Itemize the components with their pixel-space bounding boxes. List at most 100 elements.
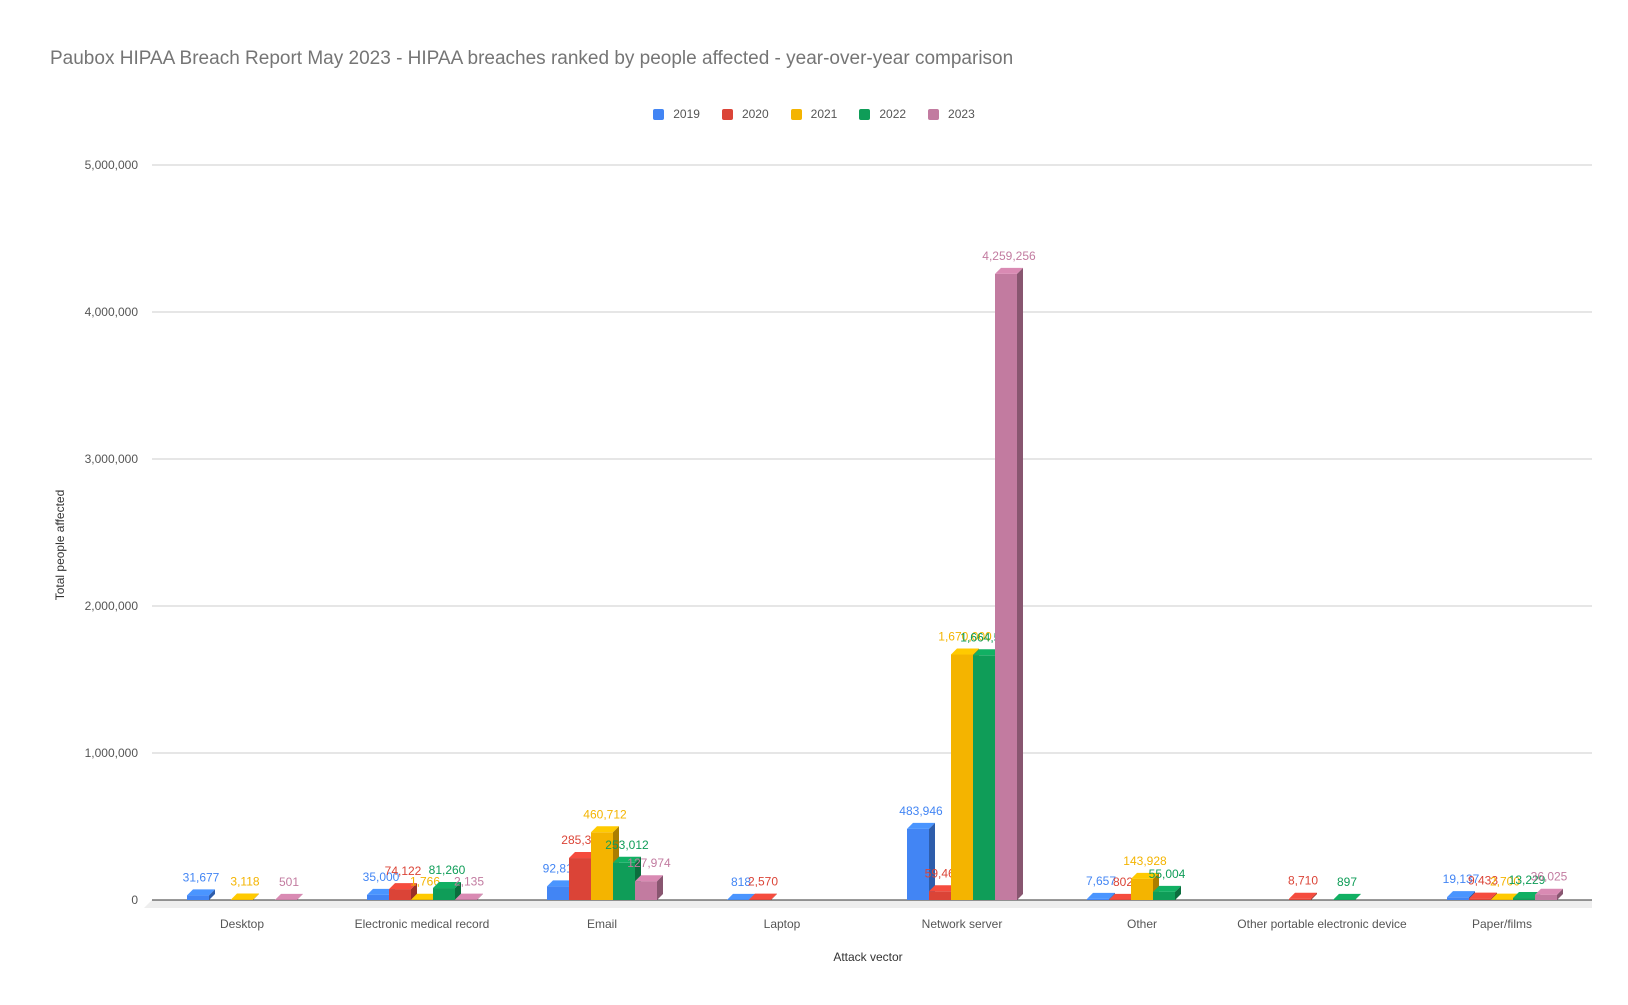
legend-label: 2023: [948, 107, 975, 121]
x-tick-label: Other portable electronic device: [1237, 917, 1407, 931]
bar-top: [973, 649, 1001, 656]
legend-swatch: [653, 108, 665, 120]
data-label: 1,670,000: [938, 630, 992, 644]
data-label: 897: [1337, 875, 1357, 889]
bar-side: [1017, 267, 1023, 900]
x-tick-label: Network server: [922, 917, 1003, 931]
legend-swatch: [859, 108, 871, 120]
data-label: 81,260: [429, 863, 466, 877]
bar-top: [1513, 892, 1541, 899]
bar-2022-paper-films: [1513, 898, 1535, 900]
bar-top: [455, 893, 483, 900]
legend-label: 2022: [879, 107, 907, 121]
bar-2022-email: [613, 862, 635, 900]
data-label: 36,025: [1531, 870, 1568, 884]
bar-top: [1491, 893, 1519, 900]
bar-2019-network-server: [907, 828, 929, 900]
bar-2020-other-portable-electronic-device: [1289, 898, 1311, 900]
x-tick-label: Paper/films: [1472, 917, 1532, 931]
bar-2020-email: [569, 858, 591, 900]
bar-top: [275, 893, 303, 900]
legend-label: 2019: [673, 107, 700, 121]
data-label: 2,700: [1490, 875, 1520, 889]
bar-side: [1311, 892, 1317, 900]
bar-top: [569, 852, 597, 859]
bar-side: [1109, 892, 1115, 900]
legend-item-2019: 2019: [653, 107, 700, 121]
bar-top: [591, 826, 619, 833]
bar-side: [253, 893, 259, 900]
bar-top: [1153, 885, 1181, 892]
data-label: 818: [731, 875, 751, 889]
bar-side: [929, 822, 935, 900]
data-label: 501: [279, 875, 299, 889]
data-label: 253,012: [605, 838, 649, 852]
data-label: 2,135: [454, 875, 484, 889]
bar-2019-paper-films: [1447, 897, 1469, 900]
bar-2021-email: [591, 832, 613, 900]
bar-side: [1557, 888, 1563, 900]
bar-2019-electronic-medical-record: [367, 894, 389, 900]
data-label: 802: [1113, 875, 1133, 889]
data-label: 3,118: [230, 875, 259, 889]
data-label: 1,766: [410, 875, 440, 889]
bar-top: [389, 883, 417, 890]
legend-swatch: [790, 108, 802, 120]
x-tick-label: Desktop: [220, 917, 264, 931]
chart-floor: [144, 900, 1592, 908]
legend-swatch: [928, 108, 940, 120]
bar-top: [1535, 888, 1563, 895]
bar-side: [209, 889, 215, 900]
bar-top: [433, 882, 461, 889]
legend-item-2023: 2023: [928, 107, 975, 121]
bar-top: [1289, 892, 1317, 899]
data-label: 143,928: [1123, 854, 1167, 868]
data-label: 35,000: [363, 870, 400, 884]
legend-swatch: [721, 108, 733, 120]
x-tick-label: Electronic medical record: [355, 917, 490, 931]
bar-top: [1087, 892, 1115, 899]
bar-2022-electronic-medical-record: [433, 888, 455, 900]
chart-legend: 2019 2020 2021 2022 2023: [0, 107, 1628, 121]
bar-side: [297, 893, 303, 900]
bar-side: [657, 875, 663, 900]
data-label: 55,004: [1149, 867, 1186, 881]
bar-top: [907, 822, 935, 829]
bar-top: [613, 856, 641, 863]
bar-top: [635, 875, 663, 882]
data-label: 31,677: [183, 870, 220, 884]
data-label: 483,946: [899, 804, 943, 818]
bar-top: [411, 893, 439, 900]
data-label: 127,974: [627, 856, 671, 870]
bar-top: [1109, 893, 1137, 900]
y-tick-label: 1,000,000: [85, 746, 139, 760]
bar-top: [749, 893, 777, 900]
legend-item-2020: 2020: [721, 107, 769, 121]
data-label: 19,137: [1443, 872, 1480, 886]
bar-top: [995, 267, 1023, 274]
x-tick-label: Email: [587, 917, 617, 931]
bar-top: [727, 893, 755, 900]
bar-top: [367, 888, 395, 895]
bar-top: [929, 885, 957, 892]
bar-top: [1131, 872, 1159, 879]
bar-2019-other: [1087, 898, 1109, 900]
bar-2021-network-server: [951, 654, 973, 900]
chart-title: Paubox HIPAA Breach Report May 2023 - HI…: [50, 48, 1014, 69]
bar-2023-email: [635, 881, 657, 900]
bar-2023-paper-films: [1535, 894, 1557, 900]
bar-2020-electronic-medical-record: [389, 889, 411, 900]
data-label: 4,259,256: [982, 249, 1036, 263]
bar-side: [1175, 885, 1181, 900]
legend-item-2022: 2022: [859, 107, 906, 121]
bar-2022-other: [1153, 891, 1175, 900]
bar-top: [547, 880, 575, 887]
bar-side: [771, 893, 777, 900]
bar-2020-paper-films: [1469, 898, 1491, 900]
bar-side: [1355, 893, 1361, 900]
bar-2019-email: [547, 886, 569, 900]
bar-side: [455, 882, 461, 900]
bar-side: [477, 893, 483, 900]
y-tick-label: 3,000,000: [85, 452, 139, 466]
